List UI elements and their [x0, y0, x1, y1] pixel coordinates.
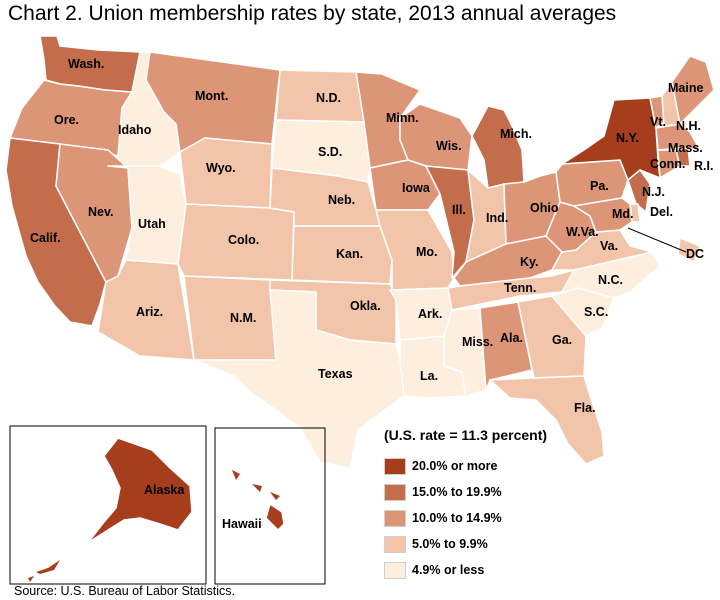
state-label-neb: Neb.: [328, 193, 355, 207]
hawaii-inset-frame: [214, 427, 326, 585]
state-label-r-i: R.I.: [694, 159, 713, 173]
state-kan: [291, 225, 393, 285]
state-label-iowa: Iowa: [402, 181, 431, 195]
state-nev: [55, 143, 133, 283]
aleutian-island-1: [36, 560, 60, 574]
state-label-ind: Ind.: [486, 211, 508, 225]
state-label-miss: Miss.: [462, 335, 493, 349]
state-label-ala: Ala.: [500, 331, 523, 345]
state-label-la: La.: [420, 369, 438, 383]
chart-title: Chart 2. Union membership rates by state…: [8, 2, 617, 25]
state-label-kan: Kan.: [336, 247, 363, 261]
legend-label: 20.0% or more: [412, 459, 498, 473]
state-label-ariz: Ariz.: [136, 305, 163, 319]
legend-title: (U.S. rate = 11.3 percent): [384, 427, 548, 443]
state-hawaii: [265, 503, 285, 531]
state-label-alaska: Alaska: [144, 483, 185, 497]
state-label-n-c: N.C.: [598, 273, 623, 287]
state-texas: [193, 289, 405, 469]
state-n-c: [551, 251, 661, 299]
state-label-idaho: Idaho: [118, 123, 152, 137]
source-note: Source: U.S. Bureau of Labor Statistics.: [14, 584, 235, 598]
legend-swatch: [384, 483, 406, 501]
state-label-calif: Calif.: [30, 231, 61, 245]
state-label-pa: Pa.: [590, 179, 609, 193]
legend-item-10-14: 10.0% to 14.9%: [384, 508, 502, 528]
state-label-ga: Ga.: [552, 333, 572, 347]
state-label-del: Del.: [650, 205, 673, 219]
hawaii-island-1: [232, 470, 240, 480]
state-label-colo: Colo.: [228, 233, 259, 247]
aleutian-island-2: [28, 576, 34, 582]
legend-label: 15.0% to 19.9%: [412, 485, 502, 499]
state-label-w-va: W.Va.: [566, 225, 599, 239]
legend-label: 10.0% to 14.9%: [412, 511, 502, 525]
state-label-ky: Ky.: [520, 255, 539, 269]
state-label-ark: Ark.: [418, 307, 442, 321]
state-label-vt: Vt.: [650, 115, 666, 129]
state-n-j: [627, 169, 651, 213]
state-label-maine: Maine: [668, 81, 703, 95]
state-alaska: [59, 437, 193, 561]
alaska-inset-frame: [9, 425, 207, 585]
state-label-ohio: Ohio: [530, 201, 559, 215]
state-label-mont: Mont.: [195, 89, 228, 103]
legend-item-5-9: 5.0% to 9.9%: [384, 534, 488, 554]
state-label-tenn: Tenn.: [504, 281, 536, 295]
state-label-n-y: N.Y.: [616, 131, 639, 145]
state-label-utah: Utah: [138, 217, 166, 231]
state-label-s-d: S.D.: [318, 145, 342, 159]
legend-item-under-5: 4.9% or less: [384, 560, 484, 580]
state-ala: [479, 301, 533, 391]
legend-label: 4.9% or less: [412, 563, 485, 577]
legend-item-20-plus: 20.0% or more: [384, 456, 497, 476]
legend-swatch: [384, 561, 406, 579]
legend-swatch: [384, 457, 406, 475]
state-label-n-d: N.D.: [316, 91, 341, 105]
state-md: [573, 197, 633, 233]
state-label-fla: Fla.: [574, 401, 596, 415]
hawaii-island-3: [270, 492, 280, 500]
state-ariz: [97, 259, 195, 361]
state-label-mass: Mass.: [668, 141, 703, 155]
state-label-okla: Okla.: [350, 299, 381, 313]
state-label-dc: DC: [686, 247, 704, 261]
state-fla: [489, 375, 605, 465]
legend-swatch: [384, 535, 406, 553]
legend-item-15-19: 15.0% to 19.9%: [384, 482, 502, 502]
state-label-md: Md.: [612, 207, 634, 221]
state-label-wis: Wis.: [436, 139, 462, 153]
state-label-s-c: S.C.: [584, 305, 608, 319]
legend-label: 5.0% to 9.9%: [412, 537, 488, 551]
state-label-hawaii: Hawaii: [222, 517, 262, 531]
state-label-mich: Mich.: [500, 127, 532, 141]
state-label-ill: Ill.: [452, 203, 466, 217]
state-label-ore: Ore.: [54, 113, 79, 127]
state-mich: [471, 105, 525, 189]
state-label-n-j: N.J.: [642, 185, 665, 199]
state-label-conn: Conn.: [650, 157, 685, 171]
legend-swatch: [384, 509, 406, 527]
state-label-texas: Texas: [318, 367, 353, 381]
dc-leader-line: [627, 227, 687, 253]
state-label-wyo: Wyo.: [206, 161, 236, 175]
state-label-mo: Mo.: [416, 245, 438, 259]
state-label-nev: Nev.: [88, 205, 113, 219]
state-label-va: Va.: [600, 239, 618, 253]
state-label-n-h: N.H.: [676, 119, 701, 133]
state-label-n-m: N.M.: [230, 311, 256, 325]
hawaii-island-2: [252, 484, 262, 492]
state-r-i: [675, 147, 691, 167]
state-label-wash: Wash.: [68, 57, 104, 71]
state-label-minn: Minn.: [386, 111, 419, 125]
